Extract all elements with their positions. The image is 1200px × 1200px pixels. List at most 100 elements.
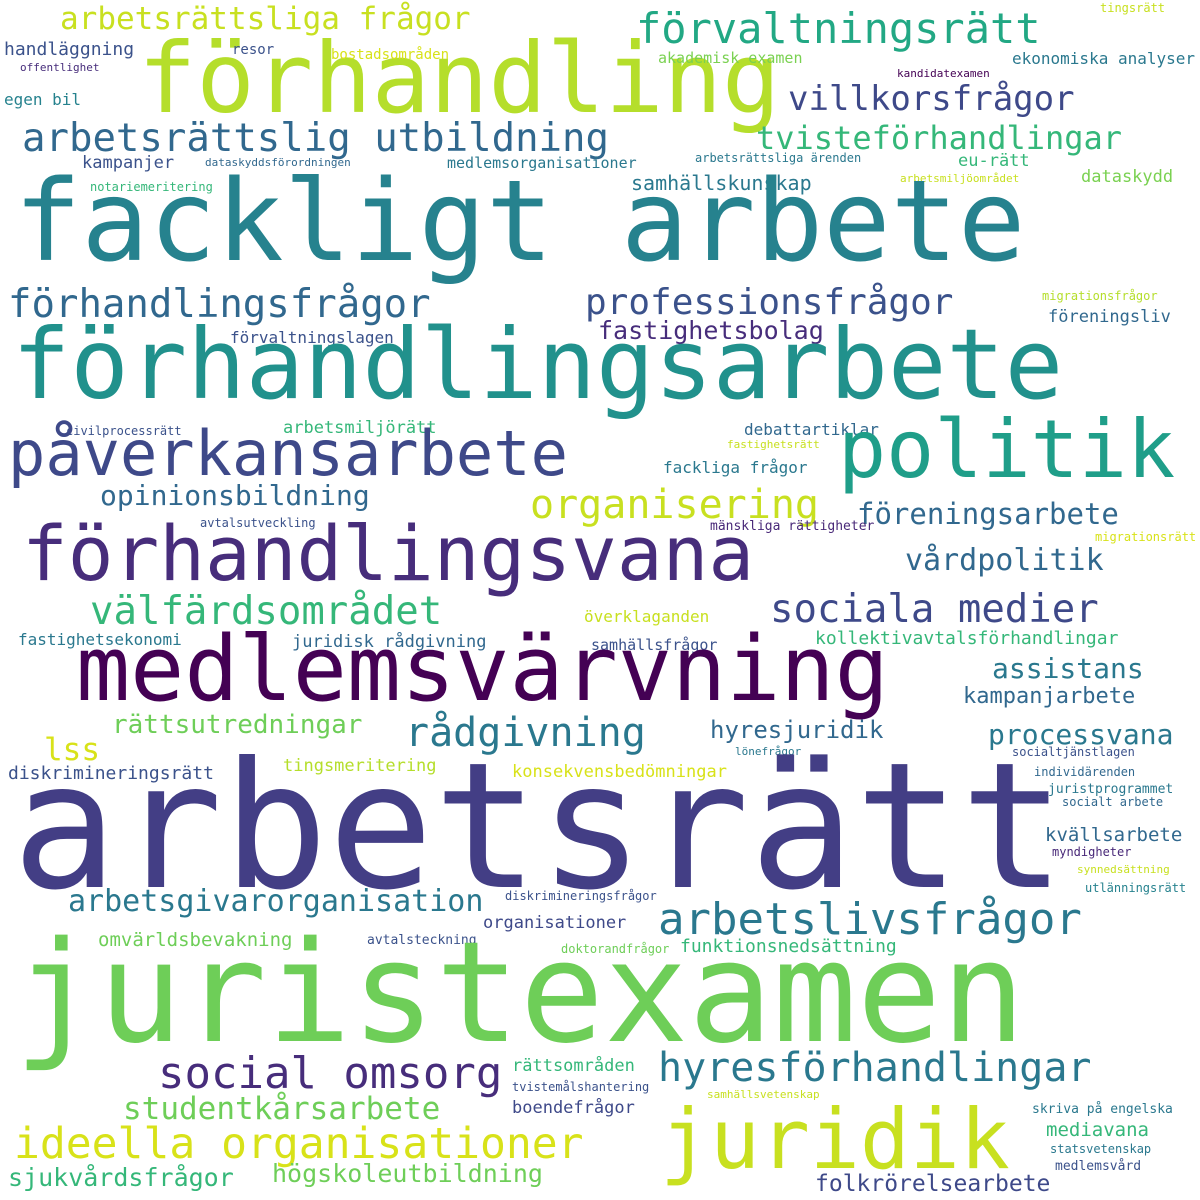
word-forvaltningsratt: förvaltningsrätt — [636, 4, 1041, 53]
word-socialt-arbete: socialt arbete — [1062, 795, 1164, 809]
word-foreningsliv: föreningsliv — [1048, 307, 1171, 327]
word-eu-ratt: eu-rätt — [958, 151, 1030, 171]
word-samhallskunskap: samhällskunskap — [631, 171, 812, 195]
word-synnedsattning: synnedsättning — [1077, 863, 1170, 876]
word-offentlighet: offentlighet — [20, 61, 100, 74]
word-kollektivavtalsforhandlingar: kollektivavtalsförhandlingar — [815, 628, 1119, 649]
word-lonefragor: lönefrågor — [735, 745, 802, 758]
word-arbetsrattslig-utbildning: arbetsrättslig utbildning — [22, 116, 609, 161]
word-villkorsfragor: villkorsfrågor — [788, 79, 1075, 119]
word-tvistemalshantering: tvistemålshantering — [512, 1080, 650, 1094]
word-tingsratt: tingsrätt — [1100, 1, 1166, 15]
word-radgivning: rådgivning — [405, 710, 646, 756]
word-politik: politik — [838, 403, 1176, 496]
word-forhandlingsarbete: förhandlingsarbete — [12, 308, 1064, 421]
word-social-omsorg: social omsorg — [158, 1048, 503, 1099]
word-migrationsfragor: migrationsfrågor — [1042, 289, 1158, 303]
word-egen-bil: egen bil — [4, 90, 82, 109]
word-arbetsratt: arbetsrätt — [12, 726, 1066, 929]
word-juristexamen: juristexamen — [14, 912, 1026, 1075]
word-manskliga-rattigheter: mänskliga rättigheter — [710, 519, 875, 534]
word-rattsutredningar: rättsutredningar — [112, 710, 363, 740]
word-diskrimineringsfragor: diskrimineringsfrågor — [505, 889, 657, 903]
word-samhallsfragor: samhällsfrågor — [591, 636, 718, 654]
word-organisering: organisering — [530, 482, 819, 528]
word-mediavana: mediavana — [1046, 1119, 1149, 1141]
word-arbetsrattsliga-arenden: arbetsrättsliga ärenden — [695, 151, 862, 165]
word-omvarldsbevakning: omvärldsbevakning — [98, 929, 293, 951]
word-utlanningsratt: utlänningsrätt — [1085, 881, 1187, 895]
word-handlaggning: handläggning — [4, 39, 135, 60]
word-hyresforhandlingar: hyresförhandlingar — [658, 1045, 1092, 1091]
word-notariemeritering: notariemeritering — [90, 180, 213, 194]
word-resor: resor — [232, 42, 275, 58]
word-overklaganden: överklaganden — [584, 607, 710, 626]
word-fastighetsekonomi: fastighetsekonomi — [18, 630, 182, 649]
word-assistans: assistans — [992, 652, 1144, 685]
word-avtalsutveckling: avtalsutveckling — [200, 516, 316, 530]
word-ideella-organisationer: ideella organisationer — [14, 1119, 584, 1169]
word-juristprogrammet: juristprogrammet — [1048, 782, 1174, 797]
word-bostadsomraden: bostadsområden — [331, 47, 450, 63]
word-processvana: processvana — [988, 718, 1174, 751]
word-medlemsvard: medlemsvård — [1055, 1159, 1142, 1174]
word-skriva-pa-engelska: skriva på engelska — [1032, 1102, 1173, 1117]
word-dataskyddsforordningen: dataskyddsförordningen — [205, 156, 351, 169]
word-fackligt-arbete: fackligt arbete — [14, 157, 1026, 287]
word-tvisteforhandlingar: tvisteförhandlingar — [756, 119, 1123, 157]
word-folkrorelsearbete: folkrörelsearbete — [815, 1171, 1051, 1197]
word-kvallsarbete: kvällsarbete — [1045, 824, 1183, 846]
word-professionsfragor: professionsfrågor — [585, 282, 954, 323]
word-studentkarsarbete: studentkårsarbete — [123, 1091, 441, 1127]
word-juridik: juridik — [660, 1091, 1010, 1188]
word-arbetsgivarorganisation: arbetsgivarorganisation — [68, 884, 484, 919]
word-forhandling: förhandling — [138, 22, 781, 135]
word-fastighetsratt: fastighetsrätt — [727, 438, 820, 451]
word-forhandlingsfragor: förhandlingsfrågor — [8, 282, 431, 327]
word-arbetsrattsliga-fragor: arbetsrättsliga frågor — [60, 1, 471, 37]
word-arbetslivsfragor: arbetslivsfrågor — [658, 894, 1082, 945]
word-akademisk-examen: akademisk examen — [658, 49, 803, 67]
word-rattsomraden: rättsområden — [512, 1056, 635, 1076]
word-myndigheter: myndigheter — [1052, 845, 1132, 859]
word-hyresjuridik: hyresjuridik — [710, 716, 884, 744]
word-forhandlingsvana: förhandlingsvana — [22, 509, 755, 598]
word-vardpolitik: vårdpolitik — [905, 543, 1104, 578]
word-socialtjanstlagen: socialtjänstlagen — [1012, 745, 1135, 759]
word-arbetsmiljoomradet: arbetsmiljöområdet — [900, 172, 1020, 185]
word-ekonomiska-analyser: ekonomiska analyser — [1012, 49, 1196, 68]
word-civilprocessratt: civilprocessrätt — [66, 424, 182, 438]
word-sjukvardsfragor: sjukvårdsfrågor — [8, 1163, 234, 1192]
word-forvaltningslagen: förvaltningslagen — [230, 328, 394, 347]
word-kampanjarbete: kampanjarbete — [963, 684, 1136, 709]
word-paverkansarbete: påverkansarbete — [8, 417, 568, 490]
word-debattartiklar: debattartiklar — [744, 420, 879, 439]
word-fackliga-fragor: fackliga frågor — [663, 458, 808, 477]
word-organisationer: organisationer — [483, 913, 627, 933]
word-avtalsteckning: avtalsteckning — [367, 933, 477, 948]
word-medlemsvarvning: medlemsvärvning — [76, 617, 889, 722]
word-juridisk-radgivning: juridisk rådgivning — [292, 632, 487, 652]
word-doktorandfragor: doktorandfrågor — [561, 942, 670, 956]
word-konsekvensbedomningar: konsekvensbedömningar — [512, 762, 727, 782]
word-foreningsarbete: föreningsarbete — [857, 497, 1119, 531]
word-lss: lss — [44, 732, 100, 768]
word-kandidatexamen: kandidatexamen — [897, 67, 990, 80]
word-dataskydd: dataskydd — [1081, 167, 1174, 187]
word-funktionsnedsattning: funktionsnedsättning — [680, 936, 897, 957]
word-sociala-medier: sociala medier — [770, 587, 1099, 632]
word-migrationsratt: migrationsrätt — [1095, 530, 1197, 544]
word-diskrimineringsratt: diskrimineringsrätt — [8, 763, 214, 784]
word-boendefragor: boendefrågor — [512, 1098, 635, 1118]
word-arbetsmiljoratt: arbetsmiljörätt — [283, 418, 437, 438]
word-statsvetenskap: statsvetenskap — [1050, 1142, 1152, 1156]
word-hogskoleutbildning: högskoleutbildning — [272, 1159, 543, 1188]
word-samhallsvetenskap: samhällsvetenskap — [707, 1088, 820, 1101]
word-medlemsorganisationer: medlemsorganisationer — [447, 154, 637, 172]
word-tingsmeritering: tingsmeritering — [283, 756, 437, 776]
word-opinionsbildning: opinionsbildning — [100, 479, 370, 512]
word-valfardsomradet: välfärdsområdet — [90, 589, 443, 634]
word-fastighetsbolag: fastighetsbolag — [598, 316, 824, 345]
word-individarenden: individärenden — [1034, 765, 1136, 779]
